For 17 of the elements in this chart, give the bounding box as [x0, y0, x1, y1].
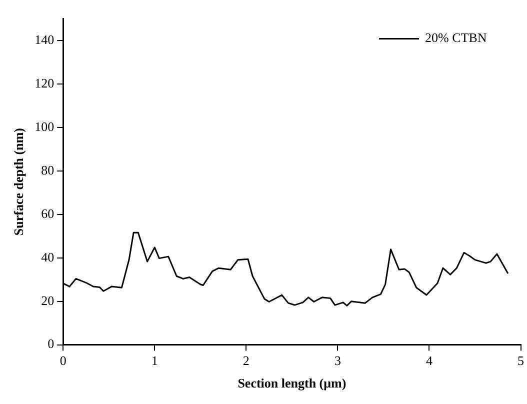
- x-tick-label: 2: [242, 353, 250, 368]
- y-tick-label: 100: [34, 118, 54, 134]
- y-tick-label: 40: [41, 249, 54, 264]
- y-tick-label: 60: [41, 206, 54, 221]
- x-axis-title: Section length (μm): [238, 376, 346, 391]
- x-tick-label: 4: [426, 353, 433, 368]
- x-tick-label: 0: [60, 353, 66, 368]
- legend-label: 20% CTBN: [425, 30, 488, 46]
- x-tick-label: 3: [334, 353, 341, 368]
- y-tick-label: 0: [48, 336, 54, 352]
- y-tick-label: 20: [41, 292, 54, 308]
- y-tick-label: 140: [34, 32, 54, 47]
- x-tick-label: 1: [151, 353, 158, 368]
- y-tick-label: 80: [41, 162, 54, 178]
- y-axis-title: Surface depth (nm): [11, 128, 26, 236]
- y-tick-label: 120: [34, 75, 54, 90]
- x-tick-label: 5: [518, 353, 524, 368]
